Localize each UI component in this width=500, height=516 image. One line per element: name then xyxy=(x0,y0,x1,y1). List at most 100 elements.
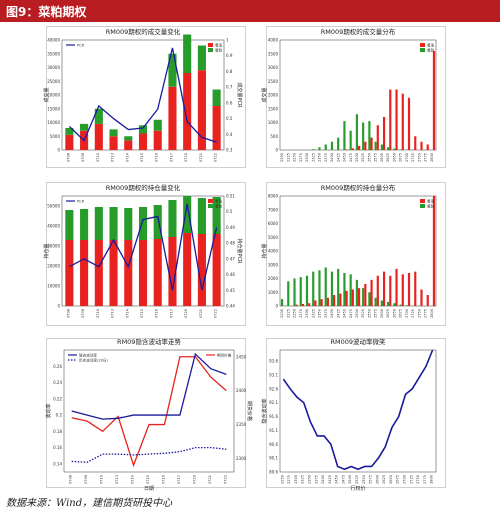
iv-smile-ytick-4: 91.6 xyxy=(269,414,278,419)
volume-change-bar-put-5 xyxy=(138,125,148,134)
iv-smile-ytick-3: 91.1 xyxy=(269,428,278,433)
oi-change-xtick-1: 0709 xyxy=(81,309,85,318)
volume-dist-xtick-9: 2425 xyxy=(336,153,340,162)
oi-dist-title: RM009期权的持仓量分布 xyxy=(321,183,396,192)
oi-dist-bar-call-15 xyxy=(376,275,379,306)
volume-dist-bar-put-7 xyxy=(324,144,327,150)
oi-change-pcr-line xyxy=(69,203,218,291)
oi-dist-xtick-1: 2225 xyxy=(286,309,290,318)
volume-change-xtick-6: 0716 xyxy=(155,153,159,162)
oi-dist-bar-put-19 xyxy=(399,304,402,306)
volume-change-title: RM009期权的成交量变化 xyxy=(106,27,181,36)
volume-dist-legend-label-0: 看涨 xyxy=(427,43,435,48)
volume-change-bar-call-6 xyxy=(153,130,162,150)
volume-change-xtick-2: 0710 xyxy=(96,153,100,162)
volume-change-bar-put-1 xyxy=(80,123,89,131)
volume-dist-legend-swatch-1 xyxy=(420,48,425,52)
oi-dist-bar-call-22 xyxy=(420,289,423,306)
iv-trend-title: RM09隐含波动率走势 xyxy=(117,337,181,346)
volume-dist-bar-put-10 xyxy=(343,121,346,150)
volume-change-bar-call-0 xyxy=(65,134,74,150)
iv-smile-ytick-0: 89.6 xyxy=(269,470,278,475)
volume-dist-bar-put-5 xyxy=(312,149,315,150)
volume-dist-bar-put-9 xyxy=(337,137,340,150)
volume-change-bar-put-10 xyxy=(212,89,221,106)
oi-dist-xtick-14: 2550 xyxy=(367,309,371,318)
oi-dist-bar-put-1 xyxy=(287,281,290,306)
oi-dist-xtick-18: 2650 xyxy=(392,309,396,318)
panel-iv-smile xyxy=(266,338,446,488)
oi-dist-bar-call-18 xyxy=(395,268,398,306)
oi-dist-ytick-3: 3000 xyxy=(268,262,279,267)
volume-dist-xtick-22: 2750 xyxy=(417,153,421,162)
oi-dist-bar-put-16 xyxy=(380,300,383,306)
iv-smile-ytick-7: 93.1 xyxy=(269,372,278,377)
oi-dist-xtick-12: 2500 xyxy=(355,309,359,318)
volume-change-legend-label-1: 看涨 xyxy=(215,43,223,48)
oi-change-xtick-2: 0710 xyxy=(96,309,100,318)
oi-change-y2label: 持仓量PCR xyxy=(236,239,243,265)
oi-dist-xtick-9: 2425 xyxy=(336,309,340,318)
oi-dist-bar-call-2 xyxy=(295,304,298,306)
oi-change-bar-put-1 xyxy=(80,209,89,240)
oi-dist-bar-call-23 xyxy=(426,295,429,306)
volume-change-y2label: 成交量PCR xyxy=(236,83,243,109)
oi-change-ytick-1: 10000 xyxy=(47,284,60,289)
volume-dist-ytick-4: 2000 xyxy=(268,93,279,98)
figure-header: 图9：菜粕期权 xyxy=(0,0,500,22)
volume-dist-bar-call-22 xyxy=(420,141,423,150)
iv-trend-xtick-3: 0713 xyxy=(115,475,119,484)
oi-dist-bar-put-17 xyxy=(387,301,390,306)
oi-change-legend-label-1: 看涨 xyxy=(215,199,223,204)
oi-dist-xtick-19: 2675 xyxy=(399,309,403,318)
iv-smile-xtick-1: 2275 xyxy=(287,475,291,484)
iv-trend-xtick-10: 0722 xyxy=(223,475,227,484)
oi-change-bar-call-4 xyxy=(124,240,133,306)
volume-change-ytick-6: 30000 xyxy=(47,65,60,70)
iv-trend-legend-label-2: 期货价格 xyxy=(217,353,232,358)
oi-dist-xtick-23: 2775 xyxy=(424,309,428,318)
oi-dist-xtick-24: 2800 xyxy=(430,309,434,318)
volume-dist-ylabel: 成交量 xyxy=(261,87,268,102)
figure-title: 图9：菜粕期权 xyxy=(6,5,87,19)
volume-change-bar-call-5 xyxy=(138,133,148,150)
volume-change-xtick-0: 0708 xyxy=(66,153,70,162)
oi-dist-ytick-1: 1000 xyxy=(268,290,279,295)
iv-smile-xtick-11: 2525 xyxy=(355,475,359,484)
volume-change-bar-call-2 xyxy=(94,123,103,150)
oi-dist-xtick-8: 2400 xyxy=(330,309,334,318)
iv-smile-ytick-8: 93.6 xyxy=(269,359,278,364)
volume-dist-xtick-19: 2675 xyxy=(399,153,403,162)
iv-trend-ytick-0: 0.14 xyxy=(53,461,62,466)
oi-dist-xtick-22: 2750 xyxy=(417,309,421,318)
iv-smile-frame xyxy=(279,349,437,473)
iv-smile-xtick-13: 2575 xyxy=(369,475,373,484)
volume-change-bar-put-7 xyxy=(168,53,177,87)
volume-change-bar-put-9 xyxy=(197,45,206,71)
oi-dist-xtick-13: 2525 xyxy=(361,309,365,318)
volume-dist-xtick-1: 2225 xyxy=(286,153,290,162)
iv-smile-title: RM009波动率微笑 xyxy=(330,337,386,346)
volume-dist-bar-put-19 xyxy=(399,149,402,150)
volume-change-legend-swatch-1 xyxy=(208,43,213,47)
volume-dist-xtick-4: 2300 xyxy=(305,153,309,162)
iv-smile-xtick-8: 2450 xyxy=(335,475,339,484)
volume-dist-xtick-13: 2525 xyxy=(361,153,365,162)
oi-dist-bar-put-14 xyxy=(368,292,371,306)
volume-change-legend-label-2: 看跌 xyxy=(215,48,223,53)
oi-dist-bar-put-6 xyxy=(318,270,321,306)
iv-smile-xtick-2: 2300 xyxy=(294,475,298,484)
volume-change-xtick-9: 0721 xyxy=(199,153,203,162)
oi-dist-bar-call-6 xyxy=(320,299,323,306)
oi-change-xtick-5: 0715 xyxy=(140,309,144,318)
volume-dist-xtick-7: 2375 xyxy=(324,153,328,162)
oi-dist-bar-call-20 xyxy=(407,273,411,306)
oi-dist-bar-put-4 xyxy=(305,275,309,306)
iv-smile-xtick-9: 2475 xyxy=(341,475,345,484)
oi-dist-xtick-11: 2475 xyxy=(349,309,353,318)
volume-dist-bar-put-18 xyxy=(393,148,396,150)
oi-dist-xtick-20: 2700 xyxy=(405,309,409,318)
oi-change-bar-call-1 xyxy=(80,240,89,306)
oi-change-legend-label-2: 看跌 xyxy=(215,204,223,209)
volume-change-bar-put-2 xyxy=(94,108,103,124)
